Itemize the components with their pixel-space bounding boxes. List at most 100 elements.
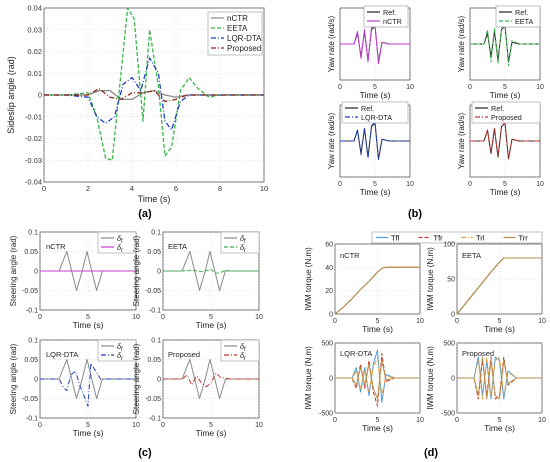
x-tick-label: 0 xyxy=(468,181,472,188)
y-axis-label: Steering angle (rad) xyxy=(132,343,141,414)
x-tick-label: 10 xyxy=(132,314,140,321)
y-tick-label: -0.1 xyxy=(26,416,38,423)
panel-label-b: (b) xyxy=(408,208,422,220)
chart-c4: 0 5 10 -0.1 -0.05 0 0.05 0.1 Time (s) Steering an… xyxy=(132,338,263,439)
x-tick-label: 0 xyxy=(455,417,459,424)
y-tick-label: 500 xyxy=(321,341,333,348)
y-tick-label: 0.1 xyxy=(151,338,161,345)
x-axis-label: Time (s) xyxy=(490,90,521,100)
legend-label-eeta: EETA xyxy=(515,17,533,26)
legend-label-lqr-dta: LQR-DTA xyxy=(361,113,392,122)
y-tick-label: -500 xyxy=(441,411,455,418)
series-line-delta-f xyxy=(40,251,136,291)
y-tick-label: 0 xyxy=(329,312,333,319)
series-line-delta-r xyxy=(163,268,259,274)
legend-label-tfl: Tfl xyxy=(391,234,400,243)
y-tick-label: -0.04 xyxy=(25,178,42,187)
y-tick-label: 60 xyxy=(325,242,333,249)
panel-annotation: Proposed xyxy=(462,349,494,358)
legend-box xyxy=(220,231,260,254)
series-line-trr xyxy=(456,257,542,315)
legend-box xyxy=(495,5,541,28)
series-line-delta-f xyxy=(163,359,259,399)
x-tick-label: 2 xyxy=(86,184,90,193)
x-tick-label: 4 xyxy=(130,184,134,193)
plot-area xyxy=(334,243,421,315)
y-tick-label: 0 xyxy=(451,376,455,383)
legend-label-ref: Ref. xyxy=(383,8,396,17)
legend-label-nctr: nCTR xyxy=(383,17,402,26)
y-tick-label: 0.04 xyxy=(27,4,42,13)
series-line-trr xyxy=(334,266,420,315)
legend-box xyxy=(341,101,409,124)
x-axis-label: Time (s) xyxy=(196,320,227,330)
x-axis-label: Time (s) xyxy=(360,187,391,197)
x-tick-label: 10 xyxy=(536,84,544,91)
y-tick-label: 0.1 xyxy=(151,230,161,237)
legend-label-delta-r: δr xyxy=(240,351,246,362)
y-tick-label: 0 xyxy=(34,377,38,384)
y-axis-label: Yaw rate (rad/s) xyxy=(457,16,466,73)
y-tick-label: -0.1 xyxy=(149,308,161,315)
x-tick-label: 0 xyxy=(333,318,337,325)
series-line-delta-f xyxy=(163,251,259,291)
x-tick-label: 0 xyxy=(455,318,459,325)
legend-label-ref: Ref. xyxy=(491,104,504,113)
chart-c1: 0 5 10 -0.1 -0.05 0 0.05 0.1 Time (s) Steering an… xyxy=(9,230,140,331)
y-axis-label: Steering angle (rad) xyxy=(132,235,141,306)
y-tick-label: 20 xyxy=(325,288,333,295)
x-axis-label: Time (s) xyxy=(138,194,171,204)
y-tick-label: 500 xyxy=(443,341,455,348)
legend-label-delta-f: δf xyxy=(240,342,246,353)
panel-annotation: LQR-DTA xyxy=(340,349,372,358)
panel-label-c-group: (c) xyxy=(138,447,152,459)
legend-label-tfr: Tfr xyxy=(434,234,444,243)
y-tick-label: 50 xyxy=(447,277,455,284)
series-line-delta-r xyxy=(40,362,136,407)
chart-b4: 0 5 10 Time (s) Yaw rate (rad/s) Ref.Proposed xyxy=(457,101,544,197)
x-tick-label: 6 xyxy=(174,184,178,193)
y-tick-label: 0.02 xyxy=(27,47,42,56)
x-tick-label: 10 xyxy=(538,417,546,424)
series-line-nctr xyxy=(340,23,410,65)
x-axis-label: Time (s) xyxy=(362,324,393,334)
y-tick-label: -0.02 xyxy=(25,134,42,143)
legend-label-ref: Ref. xyxy=(361,104,374,113)
y-axis-label: IWM torque (N.m) xyxy=(426,247,435,311)
y-tick-label: -0.05 xyxy=(145,288,161,295)
series-line-delta-r xyxy=(163,372,259,388)
x-tick-label: 0 xyxy=(38,314,42,321)
y-tick-label: 100 xyxy=(443,242,455,249)
y-tick-label: 0.1 xyxy=(28,338,38,345)
x-tick-label: 5 xyxy=(498,417,502,424)
chart-a: 0 2 4 6 8 10 -0.04 -0.03 -0.02 -0.01 0 0.01 0.02 0.03… xyxy=(6,4,268,205)
series-line-lqr-dta xyxy=(44,57,264,131)
x-tick-label: 5 xyxy=(86,314,90,321)
x-axis-label: Time (s) xyxy=(196,428,227,438)
legend-label-eeta: EETA xyxy=(227,24,248,33)
y-axis-label: Sideslip angle (rad) xyxy=(6,56,16,134)
y-tick-label: 0 xyxy=(329,376,333,383)
panel-label-d: (d) xyxy=(424,447,438,459)
x-axis-label: Time (s) xyxy=(73,428,104,438)
x-tick-label: 10 xyxy=(538,318,546,325)
x-tick-label: 5 xyxy=(503,181,507,188)
panel-label-b-group: (b) xyxy=(408,208,422,220)
series-line-proposed xyxy=(470,122,540,160)
y-axis-label: Steering angle (rad) xyxy=(9,343,18,414)
y-tick-label: 0 xyxy=(38,91,42,100)
panel-label-c: (c) xyxy=(138,447,152,459)
legend-box xyxy=(471,101,541,124)
x-tick-label: 10 xyxy=(416,318,424,325)
y-tick-label: 0.01 xyxy=(27,69,42,78)
x-axis-label: Time (s) xyxy=(73,320,104,330)
x-axis-label: Time (s) xyxy=(362,423,393,433)
x-axis-label: Time (s) xyxy=(360,90,391,100)
legend-label-trr: Trr xyxy=(519,234,529,243)
y-tick-label: -0.01 xyxy=(25,112,42,121)
y-tick-label: 0.03 xyxy=(27,25,42,34)
x-tick-label: 8 xyxy=(218,184,222,193)
